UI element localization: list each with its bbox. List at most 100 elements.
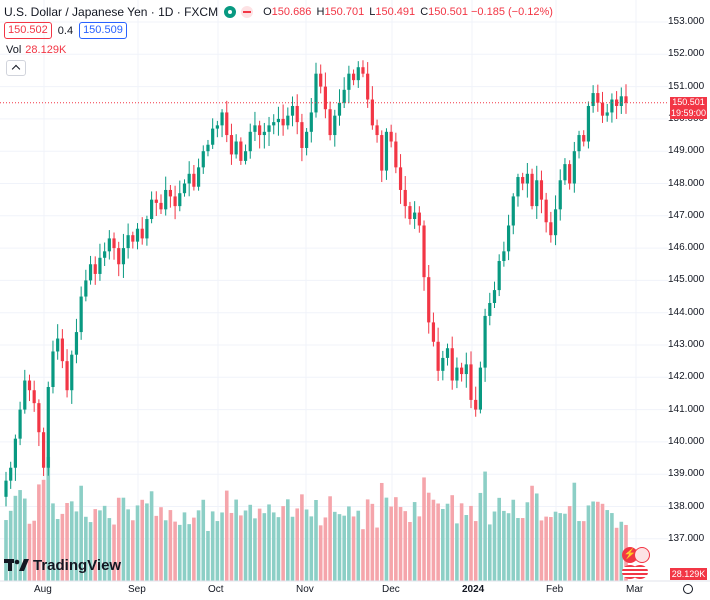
sell-button[interactable]: 150.502 [4,22,52,39]
candle-body [243,151,248,161]
volume-bar [337,514,342,581]
hide-icon[interactable] [241,6,254,18]
candle-body [455,367,459,381]
volume-bar [135,505,140,581]
candle-body [13,438,17,468]
symbol-title[interactable]: U.S. Dollar / Japanese Yen · 1D · FXCM [4,5,219,19]
volume-bar [154,515,159,581]
volume-bar [243,510,248,581]
visibility-icon[interactable] [224,6,237,18]
volume-bar [361,529,365,581]
volume-bar [32,520,36,581]
trade-row: 150.502 0.4 150.509 [4,22,127,39]
volume-bar [426,492,431,581]
volume-bar [234,499,238,581]
tradingview-logo-icon [4,556,30,574]
candle-body [290,105,295,116]
volume-bar [511,499,516,581]
volume-bar [445,503,450,581]
volume-bar [290,516,295,581]
candle-body [605,112,609,116]
candle-body [323,86,327,110]
us-flag-icon[interactable] [632,565,648,579]
candle-body [417,212,421,226]
volume-bar [332,511,337,581]
candle-body [286,115,290,126]
candle-body [572,151,576,184]
volume-bar [69,501,74,581]
candle-body [239,141,243,161]
candle-body [582,135,586,142]
candle-body [70,354,74,391]
candle-body [220,112,224,126]
time-tick-label: Mar [626,584,644,595]
candlesticks [4,60,628,507]
volume-bar [450,495,455,581]
volume-bar [140,499,145,581]
collapse-legend-chevron-up-icon[interactable] [6,60,26,76]
candle-body [281,118,285,126]
time-tick-label: Sep [128,584,146,595]
candle-body [314,73,318,113]
candle-body [497,261,501,291]
volume-bar [422,477,426,581]
event-marker-icon[interactable] [634,547,650,563]
volume-bar [497,497,501,581]
volume-label[interactable]: Vol [6,44,22,56]
volume-bar [506,513,511,581]
candle-body [267,125,271,132]
candle-body [380,135,384,171]
volume-bar [483,471,487,581]
gear-icon[interactable] [683,584,693,594]
volume-bar [88,522,93,581]
candle-body [88,264,93,281]
candle-body [370,99,374,126]
candle-body [187,173,191,184]
candle-body [596,93,600,103]
volume-bar [257,508,262,581]
candle-body [112,238,116,249]
volume-bar [525,502,530,581]
time-tick-label: 2024 [462,584,485,595]
volume-bar [267,504,271,581]
candle-body [182,183,187,194]
volume-bar [126,509,130,581]
price-tick-label: 143.000 [668,339,705,350]
volume-bar [271,512,276,581]
volume-bar [384,497,389,581]
buy-button[interactable]: 150.509 [79,22,127,39]
candle-body [248,131,252,152]
chart-grid [0,0,668,581]
candle-body [178,193,182,207]
volume-bar [596,501,600,581]
bar-countdown: 19:59:00 [670,108,707,118]
candle-body [300,122,304,148]
volume-bar [487,524,492,581]
candle-body [525,173,529,184]
volume-bar [102,505,107,581]
candle-body [568,164,572,184]
volume-bar [600,503,605,581]
volume-bar [60,513,65,581]
last-price-tag: 150.501 19:59:00 [670,97,707,119]
candle-body [361,67,365,74]
candle-body [98,257,102,274]
price-tick-label: 151.000 [668,80,705,92]
candle-body [389,131,393,142]
candle-body [46,386,50,468]
volume-bar [516,518,520,581]
candle-body [328,109,332,136]
candle-body [544,199,548,223]
volume-bar [18,490,22,581]
volume-bar [13,495,18,581]
candle-body [309,112,313,132]
candle-body [93,264,97,274]
tradingview-logo[interactable]: TradingView [4,556,121,574]
price-tick-label: 149.000 [668,145,705,157]
candle-body [384,131,389,171]
volume-bar [379,482,384,581]
price-tick-label: 138.000 [668,500,705,512]
candle-body [192,173,196,187]
candle-body [333,115,337,136]
